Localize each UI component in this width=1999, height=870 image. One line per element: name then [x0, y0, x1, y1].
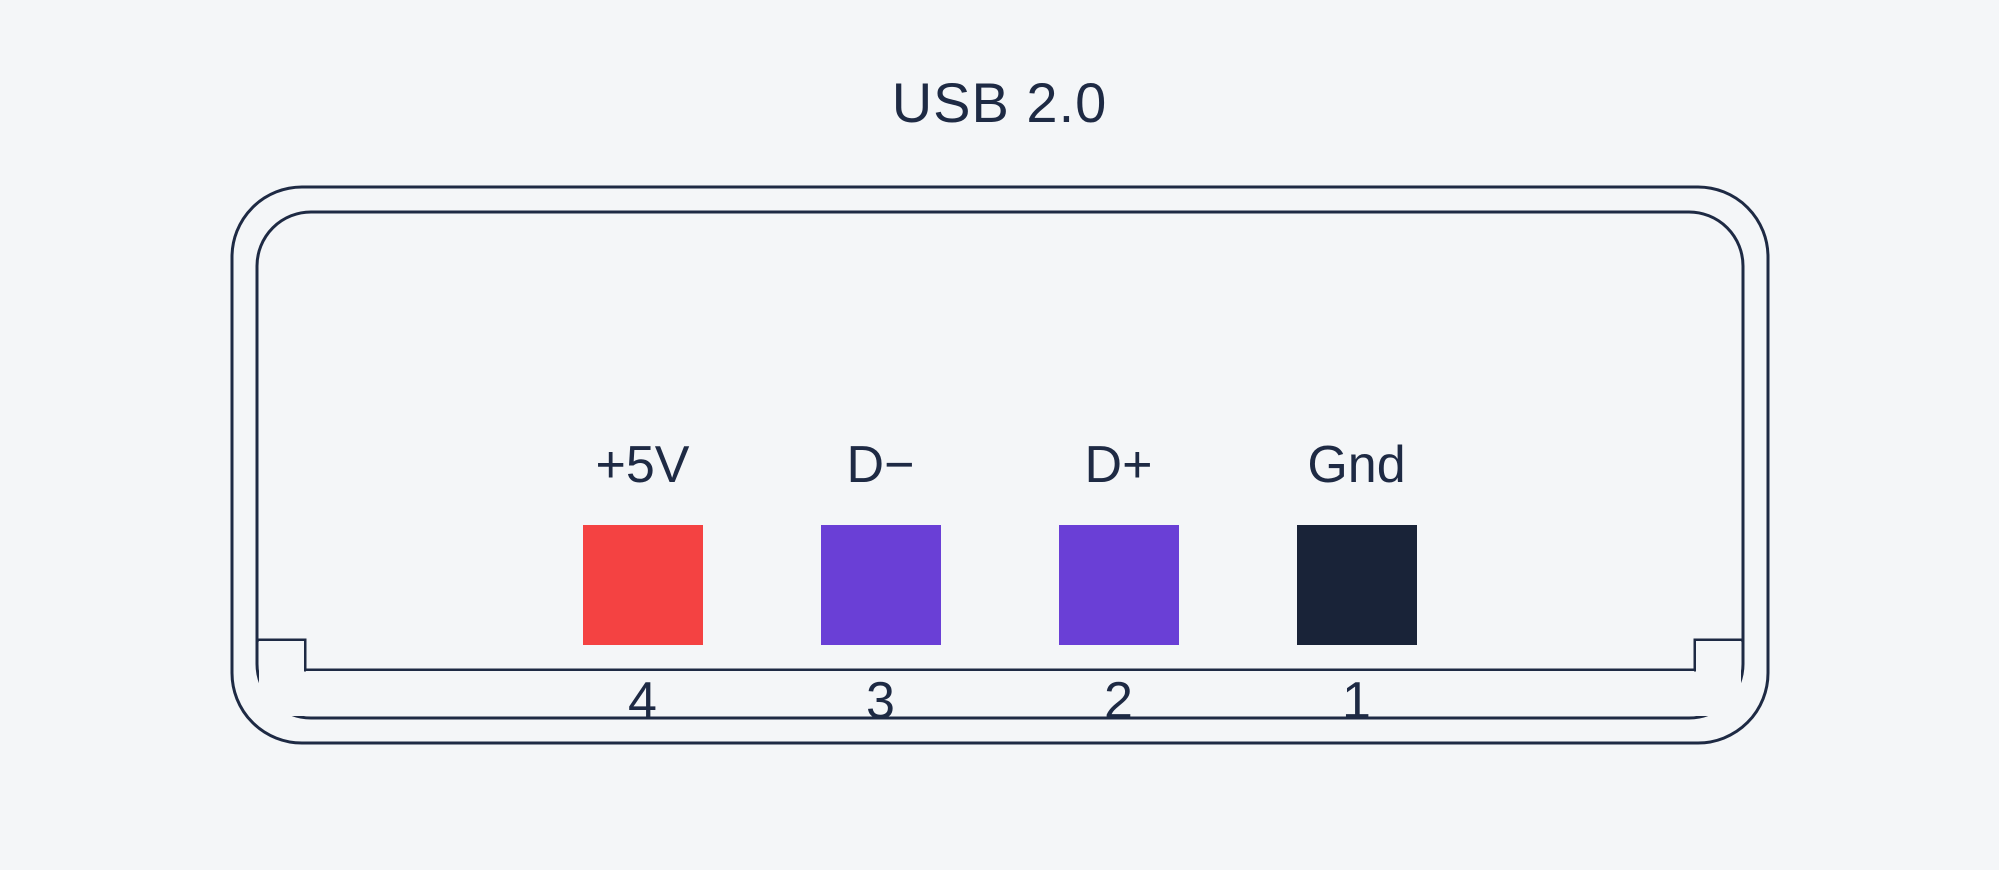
- pin-1-label: Gnd: [1307, 435, 1405, 495]
- diagram-title: USB 2.0: [892, 70, 1108, 135]
- usb-connector: +5V 4 D− 3 D+ 2 Gnd 1: [230, 185, 1770, 745]
- pin-2-number: 2: [1104, 671, 1133, 731]
- pin-4-square: [583, 525, 703, 645]
- pin-row: +5V 4 D− 3 D+ 2 Gnd 1: [563, 435, 1437, 731]
- pin-4: +5V 4: [563, 435, 723, 731]
- pin-2-square: [1059, 525, 1179, 645]
- pin-3-square: [821, 525, 941, 645]
- pin-1-number: 1: [1342, 671, 1371, 731]
- pin-1: Gnd 1: [1277, 435, 1437, 731]
- pin-4-number: 4: [628, 671, 657, 731]
- pin-2: D+ 2: [1039, 435, 1199, 731]
- pin-4-label: +5V: [596, 435, 690, 495]
- pin-3-label: D−: [847, 435, 915, 495]
- pin-3-number: 3: [866, 671, 895, 731]
- pin-3: D− 3: [801, 435, 961, 731]
- pin-2-label: D+: [1085, 435, 1153, 495]
- pin-1-square: [1297, 525, 1417, 645]
